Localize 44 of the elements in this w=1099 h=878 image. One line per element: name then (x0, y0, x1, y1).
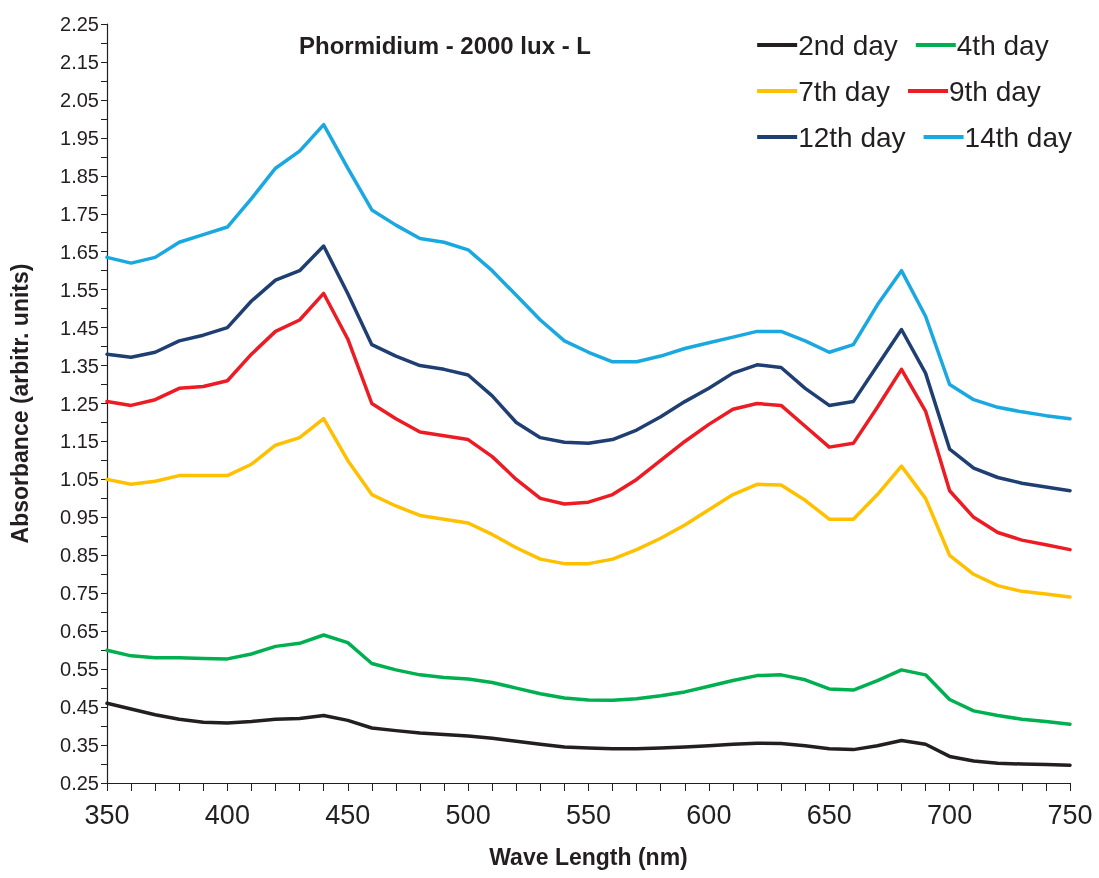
line-series (105, 416, 1072, 599)
line-series (105, 244, 1072, 493)
y-tick-label: 0.45 (60, 696, 99, 719)
legend-label: 12th day (798, 121, 906, 153)
y-tick-label: 0.55 (60, 658, 99, 681)
legend-label: 4th day (956, 29, 1049, 61)
y-tick-label: 0.75 (60, 582, 99, 605)
x-tick-label: 700 (927, 799, 973, 830)
chart-title: Phormidium - 2000 lux - L (298, 31, 592, 59)
y-tick-label: 1.05 (60, 468, 99, 491)
y-tick-label: 1.75 (60, 202, 99, 225)
line-series (105, 633, 1072, 726)
y-axis-title: Absorbance (arbitr. units) (6, 263, 33, 544)
y-tick-label: 1.35 (60, 354, 99, 377)
legend-label: 9th day (949, 75, 1041, 107)
line-series (105, 122, 1072, 421)
legend-label: 14th day (964, 121, 1072, 153)
x-tick-label: 400 (204, 799, 250, 830)
y-tick-label: 1.15 (60, 430, 99, 453)
y-tick-label: 0.25 (60, 772, 99, 794)
x-axis-title: Wave Length (nm) (489, 843, 688, 870)
x-tick-label: 750 (1047, 799, 1093, 830)
y-tick-label: 0.95 (60, 506, 99, 529)
y-tick-label: 0.85 (60, 544, 99, 567)
y-tick-label: 1.25 (60, 392, 99, 415)
y-tick-label: 2.15 (60, 50, 99, 73)
x-tick-label: 350 (84, 799, 130, 830)
y-tick-label: 1.95 (60, 126, 99, 149)
x-tick-label: 500 (445, 799, 491, 830)
y-tick-label: 0.65 (60, 620, 99, 643)
x-tick-label: 550 (565, 799, 612, 830)
y-tick-label: 0.35 (60, 734, 99, 757)
y-tick-label: 1.45 (60, 316, 99, 339)
y-tick-label: 2.05 (60, 88, 99, 111)
legend-label: 2nd day (798, 29, 898, 61)
x-tick-label: 450 (325, 799, 371, 830)
x-tick-label: 600 (686, 799, 732, 830)
y-tick-label: 1.65 (60, 240, 99, 263)
x-tick-label: 650 (806, 799, 852, 830)
legend-label: 7th day (798, 75, 891, 107)
y-tick-label: 2.25 (60, 13, 99, 35)
y-tick-label: 1.55 (60, 278, 99, 301)
line-series (105, 291, 1072, 552)
y-tick-label: 1.85 (60, 164, 99, 187)
